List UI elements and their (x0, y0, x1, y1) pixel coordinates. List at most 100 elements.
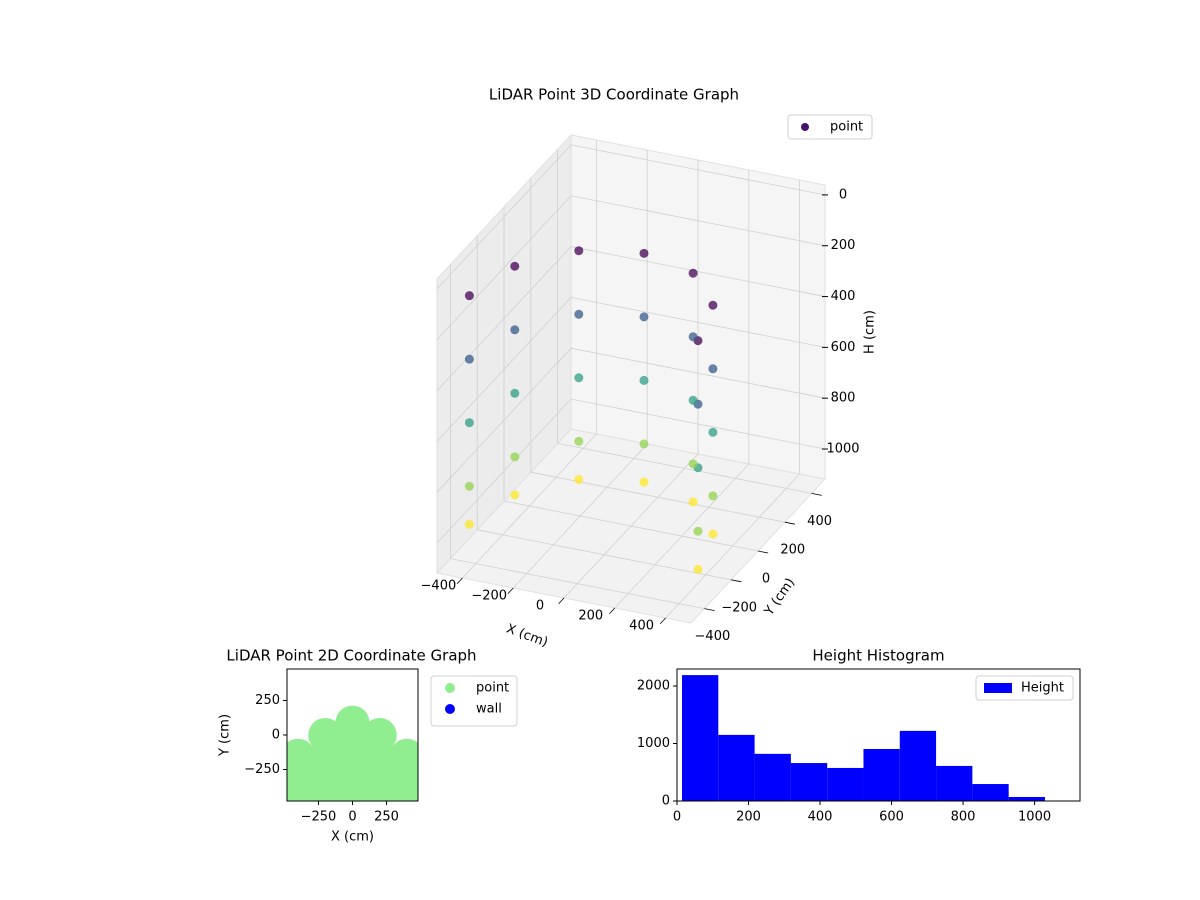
point (464, 354, 474, 364)
z-tick-label: 600 (831, 340, 856, 355)
chart-title: LiDAR Point 2D Coordinate Graph (226, 647, 476, 665)
plot-histogram: Height Histogram 0 200 400 600 800 1000 0 1000 20… (637, 647, 1081, 825)
grid-line (570, 296, 826, 348)
grid-line (436, 144, 572, 290)
grid-line (530, 471, 785, 523)
x-tick-label: 0 (536, 599, 544, 614)
legend-label: point (476, 681, 509, 696)
x-tick-label: 400 (808, 810, 833, 825)
grid-line (436, 398, 572, 544)
legend-label: Height (1021, 681, 1064, 696)
x-tick-label: −250 (301, 810, 337, 825)
point (287, 738, 316, 773)
x-axis-label: X (cm) (504, 622, 550, 651)
y-tick-label: 0 (662, 794, 670, 809)
point (389, 738, 418, 773)
grid-line (503, 500, 759, 552)
plot-2d: LiDAR Point 2D Coordinate Graph −250 0 250 −… (218, 647, 518, 845)
point (464, 481, 474, 491)
point (510, 490, 520, 500)
z-tick-label: 200 (831, 238, 856, 253)
tick-mark (609, 607, 616, 615)
point (688, 268, 698, 278)
point (688, 459, 698, 469)
point (708, 300, 718, 310)
point (708, 364, 718, 374)
chart-title: Height Histogram (812, 647, 944, 665)
point (688, 395, 698, 405)
x-tick-label: 200 (578, 609, 603, 624)
point (693, 526, 703, 536)
point (464, 291, 474, 301)
z-tick-label: 0 (839, 187, 847, 202)
z-tick-label: 800 (831, 391, 856, 406)
tick-mark (507, 587, 514, 595)
x-tick-label: 400 (629, 619, 654, 634)
legend-marker (984, 683, 1012, 693)
tick-mark (757, 550, 769, 554)
point (639, 312, 649, 322)
y-tick-label: 1000 (637, 736, 670, 751)
y-tick-label: −250 (244, 762, 280, 777)
bar (972, 784, 1009, 801)
bar (827, 767, 864, 801)
bar (1008, 796, 1045, 801)
x-tick-label: 200 (736, 810, 761, 825)
point (688, 332, 698, 342)
y-tick-label: −400 (695, 629, 731, 644)
tick-mark (731, 579, 742, 583)
tick-mark (811, 493, 822, 496)
legend-marker (801, 123, 809, 131)
point (639, 477, 649, 487)
point (510, 452, 520, 462)
point (308, 718, 343, 752)
plot-3d: LiDAR Point 3D Coordinate Graph −400 −200 0… (421, 86, 878, 651)
point (688, 497, 698, 507)
point (464, 418, 474, 428)
legend-label: point (830, 120, 863, 135)
bar (863, 748, 900, 801)
point (708, 491, 718, 501)
legend-box (787, 114, 873, 140)
z-axis-label: H (cm) (863, 310, 878, 354)
z-tick-label: 400 (831, 289, 856, 304)
y-tick-label: 0 (272, 728, 280, 743)
point (335, 705, 370, 740)
y-tick-label: 250 (255, 693, 280, 708)
grid-line (557, 443, 812, 494)
grid-line (436, 246, 572, 391)
point (464, 519, 474, 529)
y-axis-label: Y (cm) (218, 714, 233, 757)
x-tick-label: 1000 (1018, 810, 1051, 825)
point (693, 564, 703, 574)
point (574, 436, 584, 446)
grid-line (450, 558, 705, 609)
grid-line (570, 347, 826, 399)
bar (718, 734, 755, 801)
tick-mark (659, 617, 666, 625)
y-tick-label: 400 (807, 514, 832, 529)
point (574, 373, 584, 383)
legend-box (975, 675, 1074, 701)
point (574, 474, 584, 484)
bar (754, 753, 791, 801)
grid-line (570, 144, 826, 196)
bar (682, 675, 719, 801)
y-tick-label: 200 (780, 543, 805, 558)
point (639, 375, 649, 385)
tick-mark (456, 577, 463, 585)
x-tick-label: −200 (471, 589, 507, 604)
grid-line (436, 195, 572, 341)
x-tick-label: −400 (421, 579, 457, 594)
x-tick-label: 600 (879, 810, 904, 825)
x-axis-label: X (cm) (331, 830, 374, 845)
y-tick-label: 0 (762, 572, 770, 587)
grid-line (436, 347, 572, 493)
grid-line (570, 398, 826, 450)
point (708, 529, 718, 539)
point (362, 718, 397, 752)
chart-title: LiDAR Point 3D Coordinate Graph (489, 86, 739, 104)
bar (936, 765, 973, 801)
